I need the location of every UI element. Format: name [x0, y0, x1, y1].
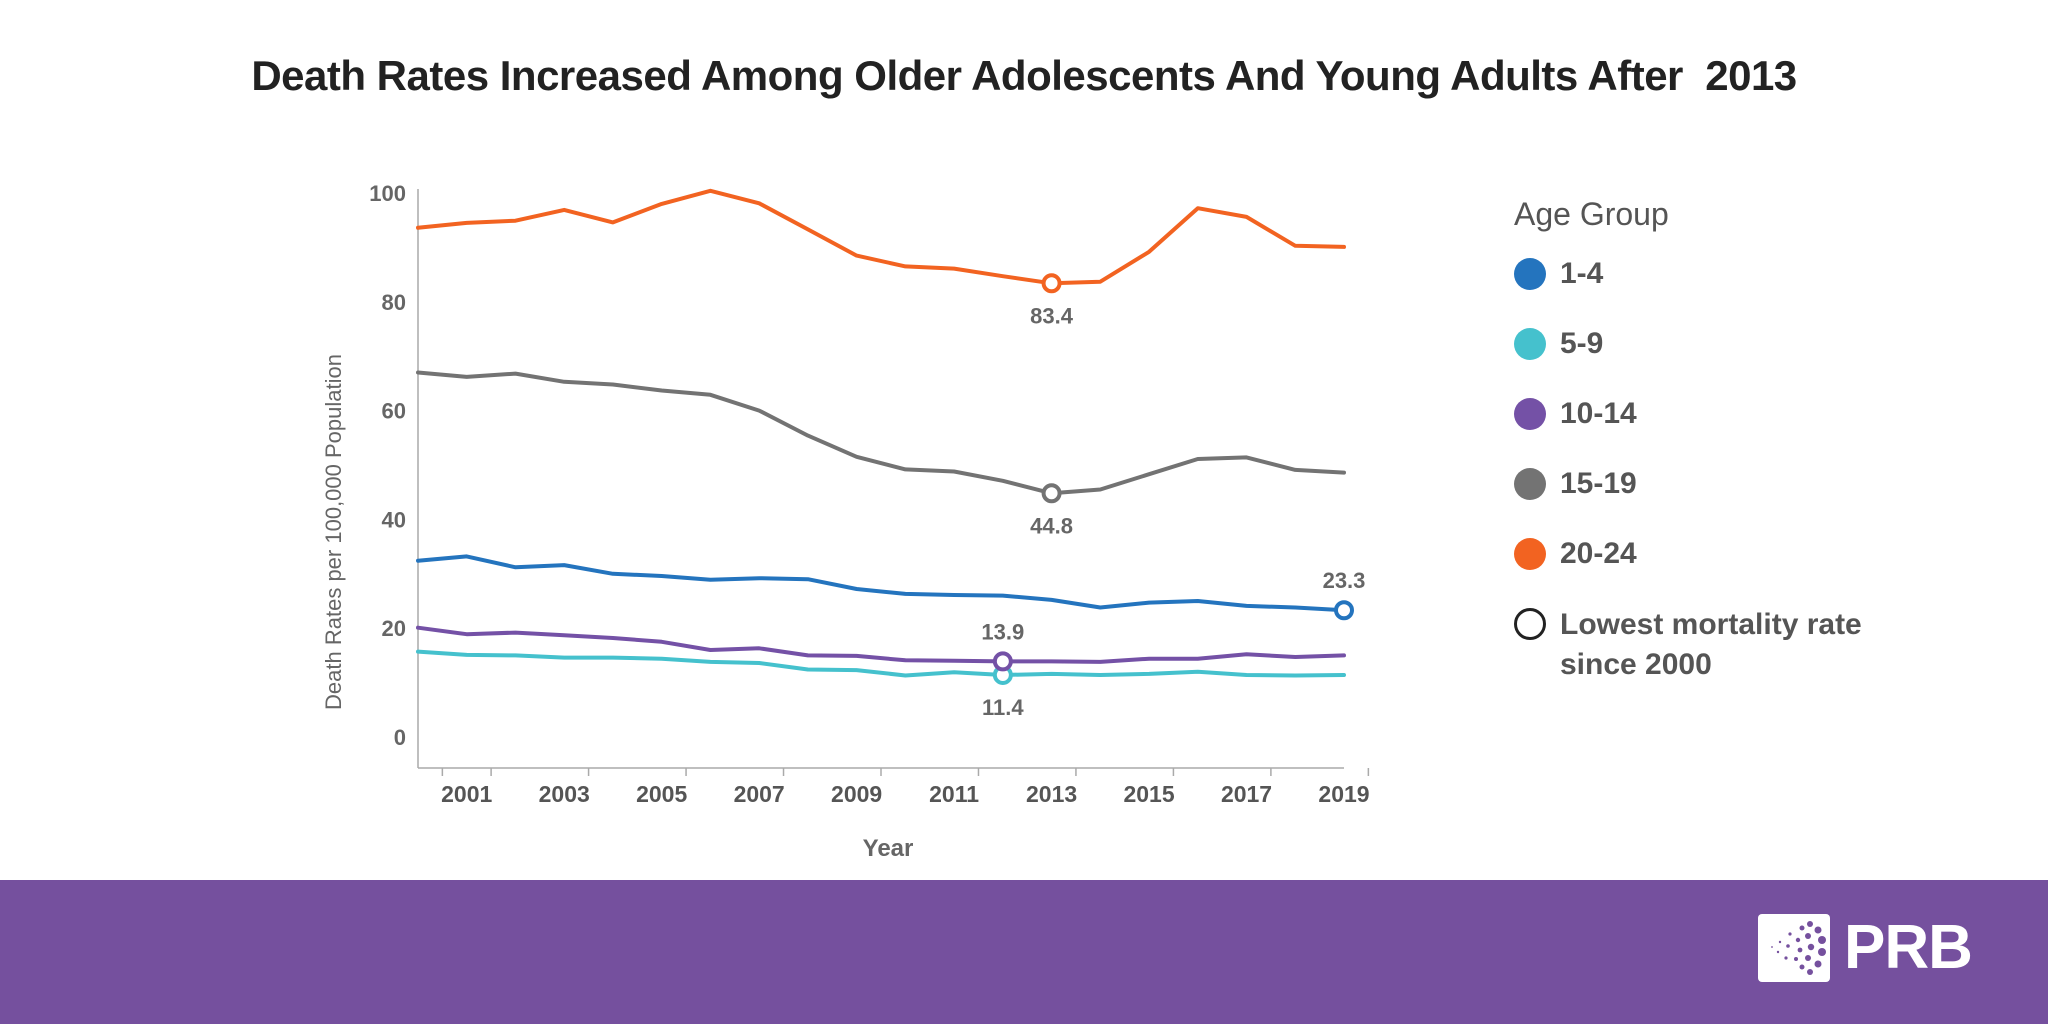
x-tick-label: 2011 [929, 781, 979, 807]
data-label: 23.3 [1323, 568, 1366, 593]
footer-band [0, 880, 2048, 1024]
data-label: 13.9 [981, 619, 1024, 644]
data-label: 11.4 [982, 695, 1024, 720]
chart-axes: 0 20 40 60 80 100 2001 2003 2005 2007 2009 2011 2013… [369, 181, 1369, 807]
series-line-20-24 [416, 188, 1346, 286]
x-tick-label: 2007 [734, 781, 785, 807]
series-line-10-14 [416, 625, 1346, 664]
hollow-circle-icon [1514, 608, 1546, 640]
x-tick-label: 2017 [1221, 781, 1272, 807]
logo-text: PRB [1844, 913, 1973, 982]
legend-label: 1-4 [1560, 257, 1604, 290]
legend: Age Group 1-4 5-9 10-14 15-19 20-24 Lowest m… [1514, 196, 1880, 705]
legend-label: 5-9 [1560, 327, 1604, 360]
legend-item-20-24: 20-24 [1514, 535, 1880, 605]
legend-item-lowest: Lowest mortality rate since 2000 [1514, 605, 1880, 705]
legend-swatch-icon [1514, 328, 1546, 360]
y-tick-label: 20 [382, 616, 406, 641]
x-tick-label: 2013 [1026, 781, 1077, 807]
prb-logo: PRB [1758, 912, 1973, 983]
lowest-marker-10-14 [992, 651, 1013, 672]
series-line-5-9 [416, 649, 1346, 678]
y-tick-label: 80 [382, 290, 406, 315]
x-tick-label: 2015 [1123, 781, 1174, 807]
legend-swatch-icon [1514, 398, 1546, 430]
legend-label: Lowest mortality rate since 2000 [1560, 608, 1862, 681]
legend-label: 20-24 [1560, 537, 1637, 570]
chart-title: Death Rates Increased Among Older Adoles… [251, 52, 1797, 99]
lowest-markers: 23.3 11.4 13.9 44.8 83.4 [981, 273, 1366, 720]
legend-item-5-9: 5-9 [1514, 325, 1880, 395]
series-line-15-19 [416, 370, 1346, 496]
data-label: 44.8 [1030, 513, 1073, 538]
legend-item-15-19: 15-19 [1514, 465, 1880, 535]
x-tick-label: 2003 [539, 781, 590, 807]
x-tick-label: 2009 [831, 781, 882, 807]
legend-item-1-4: 1-4 [1514, 255, 1880, 325]
y-tick-label: 40 [382, 507, 406, 532]
data-label: 83.4 [1030, 303, 1074, 328]
y-tick-label: 100 [369, 181, 406, 206]
lowest-marker-15-19 [1041, 483, 1062, 504]
y-tick-label: 0 [394, 725, 406, 750]
series-lines [416, 188, 1346, 678]
y-axis-label: Death Rates per 100,000 Population [321, 354, 346, 710]
series-line-1-4 [416, 554, 1346, 613]
legend-swatch-icon [1514, 468, 1546, 500]
x-axis-label: Year [863, 835, 914, 862]
legend-swatch-icon [1514, 538, 1546, 570]
legend-title: Age Group [1514, 196, 1669, 232]
legend-item-10-14: 10-14 [1514, 395, 1880, 465]
line-chart: 0 20 40 60 80 100 2001 2003 2005 2007 2009 2011 2013… [321, 181, 1370, 862]
x-tick-label: 2005 [636, 781, 687, 807]
y-tick-label: 60 [382, 399, 406, 424]
legend-label: 15-19 [1560, 467, 1637, 500]
x-tick-label: 2001 [441, 781, 492, 807]
legend-swatch-icon [1514, 258, 1546, 290]
legend-label: 10-14 [1560, 397, 1637, 430]
x-tick-label: 2019 [1318, 781, 1369, 807]
globe-logo-icon [1758, 913, 1830, 982]
lowest-marker-1-4 [1334, 600, 1354, 621]
lowest-marker-20-24 [1041, 273, 1062, 294]
